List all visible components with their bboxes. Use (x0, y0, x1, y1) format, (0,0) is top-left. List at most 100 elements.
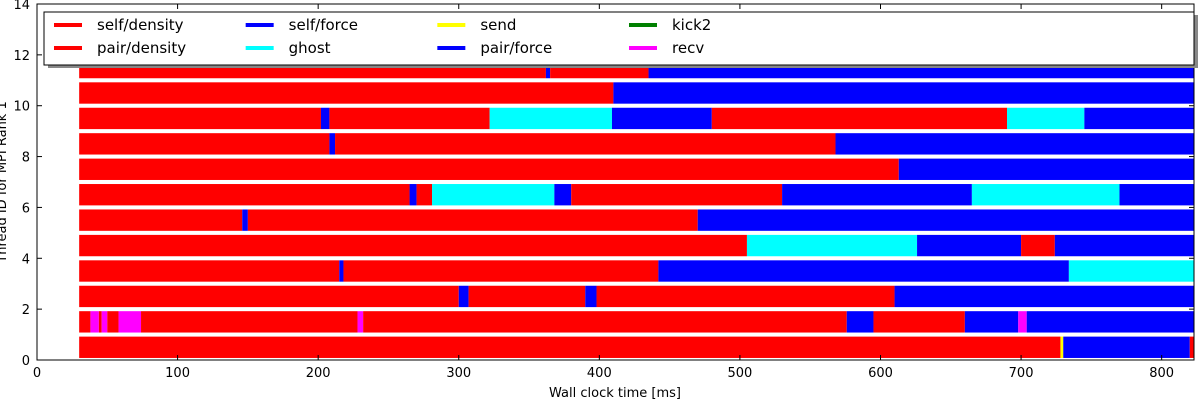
task-bar-pair-density (363, 311, 847, 333)
x-axis-title: Wall clock time [ms] (549, 386, 681, 400)
legend: self/density pair/density self/force ghost s… (43, 11, 1198, 68)
x-tick-label: 500 (728, 366, 753, 381)
legend-label: recv (672, 39, 704, 57)
legend-label: self/density (97, 16, 184, 34)
legend-label: kick2 (672, 16, 711, 34)
task-bar-pair-density (79, 336, 1061, 358)
task-bar-pair-force (1119, 184, 1194, 206)
task-bar-pair-force (835, 133, 1194, 155)
task-bar-pair-density (79, 209, 243, 231)
task-bar-pair-density (873, 311, 965, 333)
bars-layer (79, 56, 1194, 358)
y-tick-label: 10 (13, 100, 30, 115)
task-bar-ghost (1068, 260, 1194, 282)
x-tick-label: 700 (1009, 366, 1034, 381)
task-bar-pair-force (242, 209, 248, 231)
task-bar-pair-force (782, 184, 972, 206)
task-bar-pair-force (329, 133, 336, 155)
legend-label: pair/density (97, 39, 186, 57)
task-bar-recv (101, 311, 108, 333)
task-bar-pair-density (247, 209, 698, 231)
task-bar-pair-density (79, 311, 91, 333)
legend-swatch (245, 23, 274, 27)
legend-swatch (629, 46, 657, 50)
y-tick-label: 6 (22, 201, 30, 216)
x-tick-label: 600 (868, 366, 893, 381)
task-bar-pair-force (658, 260, 1069, 282)
legend-label: self/force (289, 16, 358, 34)
x-tick-label: 400 (587, 366, 612, 381)
task-bar-pair-density (79, 133, 330, 155)
task-bar-pair-force (1026, 311, 1194, 333)
task-bar-pair-density (79, 107, 321, 130)
x-tick-label: 300 (446, 366, 471, 381)
task-bar-pair-force (898, 158, 1194, 180)
legend-label: ghost (289, 39, 331, 57)
legend-swatch (629, 23, 657, 27)
task-bar-pair-density (141, 311, 358, 333)
task-bar-pair-force (917, 234, 1022, 257)
task-bar-pair-density (79, 158, 899, 180)
task-bar-ghost (746, 234, 918, 257)
task-bar-pair-force (894, 285, 1194, 308)
y-tick-label: 0 (22, 354, 30, 369)
task-bar-pair-density (79, 285, 459, 308)
legend-label: pair/force (480, 39, 552, 57)
task-bar-pair-force (585, 285, 597, 308)
task-bar-pair-force (697, 209, 1194, 231)
task-bar-recv (1018, 311, 1027, 333)
task-bar-pair-density (343, 260, 659, 282)
y-tick-label: 14 (13, 0, 30, 13)
task-bar-pair-density (79, 82, 614, 104)
task-bar-pair-density (711, 107, 1008, 130)
task-bar-pair-density (416, 184, 433, 206)
plot-frame (36, 3, 1195, 361)
task-bar-pair-density (107, 311, 119, 333)
x-tick-label: 800 (1149, 366, 1174, 381)
legend-box (43, 11, 1195, 66)
task-bar-pair-force (554, 184, 572, 206)
x-tick-label: 200 (306, 366, 331, 381)
task-bar-pair-force (1084, 107, 1194, 130)
task-bar-ghost (1007, 107, 1085, 130)
task-bar-pair-force (409, 184, 417, 206)
task-bar-pair-force (964, 311, 1019, 333)
y-tick-label: 12 (13, 49, 30, 64)
task-bar-pair-density (79, 234, 747, 257)
task-bar-pair-density (596, 285, 895, 308)
x-tick-label: 0 (33, 366, 41, 381)
task-bar-pair-density (571, 184, 783, 206)
task-bar-ghost (489, 107, 612, 130)
task-bar-pair-force (1063, 336, 1190, 358)
legend-label: send (480, 16, 516, 34)
task-bar-ghost (432, 184, 555, 206)
task-bar-pair-density (335, 133, 836, 155)
task-bar-pair-density (98, 311, 102, 333)
x-axis: 0 100 200 300 400 500 600 700 800 (33, 4, 1174, 381)
task-bar-pair-force (458, 285, 469, 308)
task-bar-pair-force (611, 107, 712, 130)
task-bar-pair-force (339, 260, 344, 282)
task-bar-pair-force (846, 311, 874, 333)
legend-swatch (54, 46, 82, 50)
task-bar-pair-density (1021, 234, 1055, 257)
task-bar-recv (90, 311, 99, 333)
y-axis-title: Thread ID for MPI Rank 1 (0, 101, 10, 263)
task-bar-pair-density (1189, 336, 1194, 358)
task-bar-pair-force (1054, 234, 1194, 257)
task-bar-pair-force (613, 82, 1194, 104)
y-tick-label: 4 (22, 252, 30, 267)
task-bar-pair-density (329, 107, 490, 130)
legend-swatch (437, 46, 466, 50)
task-bar-send (1060, 336, 1064, 358)
task-bar-pair-force (320, 107, 330, 130)
task-bar-pair-density (79, 260, 340, 282)
x-tick-label: 100 (165, 366, 190, 381)
legend-swatch (245, 46, 274, 50)
y-tick-label: 8 (22, 151, 30, 166)
task-bar-pair-density (468, 285, 586, 308)
task-bar-ghost (971, 184, 1120, 206)
y-tick-label: 2 (22, 303, 30, 318)
y-axis: 0 2 4 6 8 10 12 14 (13, 0, 1194, 369)
